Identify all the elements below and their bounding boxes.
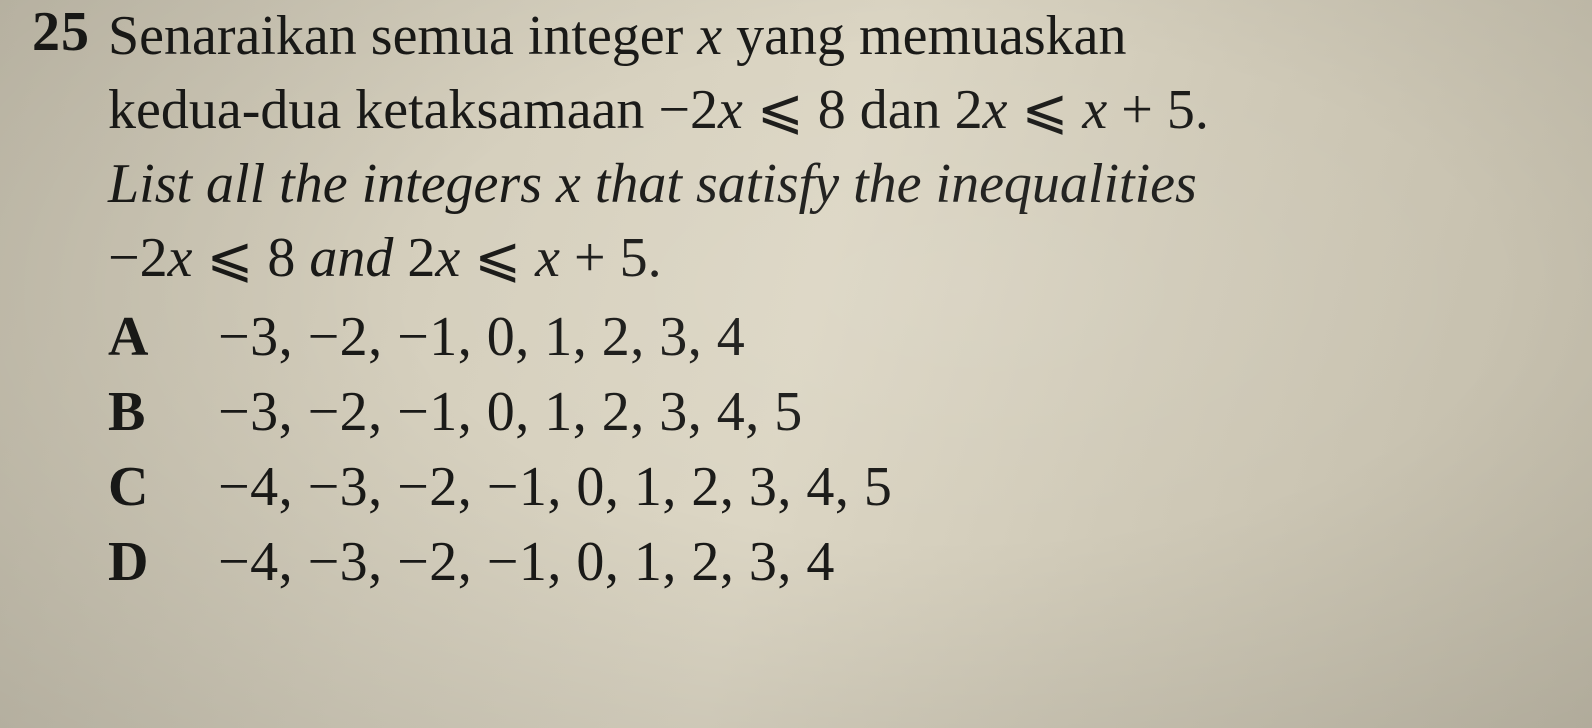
coef: −2 (658, 79, 718, 141)
option-text: −3, −2, −1, 0, 1, 2, 3, 4, 5 (218, 375, 1552, 450)
option-text: −4, −3, −2, −1, 0, 1, 2, 3, 4, 5 (218, 450, 1552, 525)
num: 8 (267, 227, 295, 289)
option-d: D −4, −3, −2, −1, 0, 1, 2, 3, 4 (108, 525, 1552, 600)
leq: ⩽ (460, 227, 535, 289)
question-row: 25 Senaraikan semua integer x yang memua… (0, 0, 1552, 600)
question-block: 25 Senaraikan semua integer x yang memua… (0, 0, 1592, 600)
option-letter: C (108, 450, 218, 525)
num: + 5. (560, 227, 662, 289)
text: dan (846, 79, 955, 141)
variable-x: x (697, 5, 722, 67)
variable-x: x (168, 227, 193, 289)
option-letter: D (108, 525, 218, 600)
variable-x: x (435, 227, 460, 289)
text: kedua-dua ketaksamaan (108, 79, 658, 141)
leq: ⩽ (192, 227, 267, 289)
option-letter: A (108, 300, 218, 375)
text: and (295, 227, 407, 289)
text: that satisfy the inequalities (581, 153, 1197, 215)
option-text: −3, −2, −1, 0, 1, 2, 3, 4 (218, 300, 1552, 375)
variable-x: x (1082, 79, 1107, 141)
malay-line-1: Senaraikan semua integer x yang memuaska… (108, 0, 1552, 74)
question-body: Senaraikan semua integer x yang memuaska… (108, 0, 1552, 600)
leq: ⩽ (743, 79, 818, 141)
variable-x: x (983, 79, 1008, 141)
option-b: B −3, −2, −1, 0, 1, 2, 3, 4, 5 (108, 375, 1552, 450)
coef: −2 (108, 227, 168, 289)
coef: 2 (407, 227, 435, 289)
coef: 2 (955, 79, 983, 141)
option-text: −4, −3, −2, −1, 0, 1, 2, 3, 4 (218, 525, 1552, 600)
option-c: C −4, −3, −2, −1, 0, 1, 2, 3, 4, 5 (108, 450, 1552, 525)
num: 8 (818, 79, 846, 141)
option-letter: B (108, 375, 218, 450)
malay-line-2: kedua-dua ketaksamaan −2x ⩽ 8 dan 2x ⩽ x… (108, 74, 1552, 148)
variable-x: x (535, 227, 560, 289)
num: + 5. (1107, 79, 1209, 141)
english-line-2: −2x ⩽ 8 and 2x ⩽ x + 5. (108, 222, 1552, 296)
options-list: A −3, −2, −1, 0, 1, 2, 3, 4 B −3, −2, −1… (108, 300, 1552, 600)
variable-x: x (556, 153, 581, 215)
english-line-1: List all the integers x that satisfy the… (108, 148, 1552, 222)
text: yang memuaskan (722, 5, 1126, 67)
variable-x: x (718, 79, 743, 141)
text: List all the integers (108, 153, 556, 215)
leq: ⩽ (1008, 79, 1083, 141)
text: Senaraikan semua integer (108, 5, 697, 67)
option-a: A −3, −2, −1, 0, 1, 2, 3, 4 (108, 300, 1552, 375)
question-number: 25 (0, 0, 108, 64)
